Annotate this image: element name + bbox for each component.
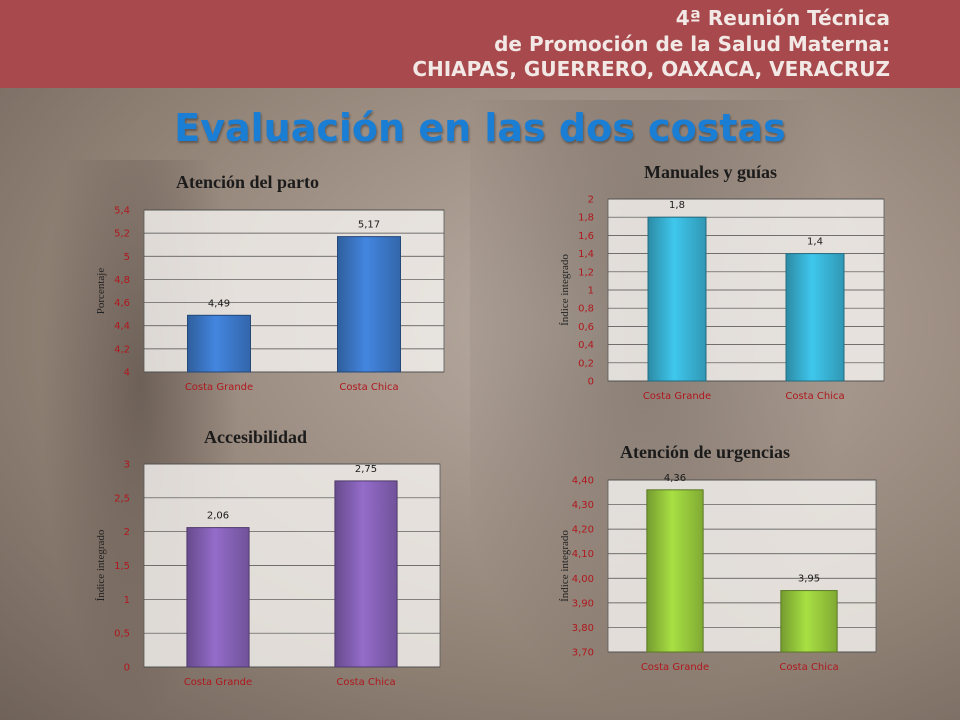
x-category-label: Costa Grande [185,382,253,393]
y-tick-label: 1,6 [578,231,594,242]
y-tick-label: 3,70 [572,648,594,659]
data-label: 4,49 [208,298,230,309]
chart-title-urgencias: Atención de urgencias [620,442,790,462]
bar-costa-chica [334,480,398,668]
x-category-label: Costa Chica [339,382,398,393]
y-tick-label: 4,4 [114,321,130,332]
data-label: 1,8 [669,200,685,211]
chart-title-parto: Atención del parto [176,172,319,192]
y-tick-label: 0,5 [114,629,130,640]
data-label: 5,17 [358,220,380,231]
y-tick-label: 5,2 [114,229,130,240]
header-line-1: 4ª Reunión Técnica [675,6,890,30]
bar-costa-chica [337,236,401,373]
y-tick-label: 3,80 [572,623,594,634]
y-tick-label: 1 [124,595,130,606]
y-tick-label: 4,6 [114,298,130,309]
y-tick-label: 3 [124,460,130,471]
y-tick-label: 2,5 [114,493,130,504]
bar-costa-grande [187,314,251,373]
y-tick-label: 2 [588,195,594,206]
y-axis-label: Índice integrado [559,530,571,602]
y-tick-label: 4,2 [114,344,130,355]
data-label: 1,4 [807,237,823,248]
y-tick-label: 4,10 [572,549,594,560]
y-tick-label: 4,40 [572,476,594,487]
header-line-3: CHIAPAS, GUERRERO, OAXACA, VERACRUZ [412,57,890,81]
bar-costa-chica [785,253,845,382]
header-band: 4ª Reunión Técnica de Promoción de la Sa… [0,0,960,88]
y-tick-label: 1,8 [578,213,594,224]
bar-costa-grande [186,527,250,668]
bar-costa-grande [646,489,704,653]
x-category-label: Costa Grande [184,677,252,688]
y-tick-label: 5 [124,252,130,263]
data-label: 2,75 [355,464,377,475]
y-tick-label: 0 [588,377,594,388]
y-tick-label: 2 [124,527,130,538]
data-label: 3,95 [798,574,820,585]
data-label: 4,36 [664,473,686,484]
y-tick-label: 5,4 [114,206,130,217]
y-tick-label: 3,90 [572,598,594,609]
page-title: Evaluación en las dos costas [174,106,786,150]
y-tick-label: 0,2 [578,358,594,369]
chart-title-manuales: Manuales y guías [644,162,778,182]
x-category-label: Costa Chica [336,677,395,688]
y-tick-label: 0,6 [578,322,594,333]
y-axis-label: Índice integrado [559,254,571,326]
bar-costa-grande [647,216,707,382]
y-tick-label: 1,5 [114,561,130,572]
y-tick-label: 4,20 [572,525,594,536]
data-label: 2,06 [207,511,229,522]
y-tick-label: 0 [124,663,130,674]
header-line-2: de Promoción de la Salud Materna: [494,32,890,56]
y-axis-label: Índice integrado [95,529,107,601]
x-category-label: Costa Grande [641,662,709,673]
y-tick-label: 1,4 [578,249,594,260]
x-category-label: Costa Grande [643,391,711,402]
y-tick-label: 4,8 [114,275,130,286]
x-category-label: Costa Chica [779,662,838,673]
bar-costa-chica [780,590,838,653]
y-tick-label: 1,2 [578,267,594,278]
y-tick-label: 4,00 [572,574,594,585]
x-category-label: Costa Chica [785,391,844,402]
chart-title-accesibilidad: Accesibilidad [204,427,308,447]
y-tick-label: 4 [124,368,130,379]
y-tick-label: 0,4 [578,340,594,351]
y-tick-label: 0,8 [578,304,594,315]
y-axis-label: Porcentaje [95,268,107,315]
y-tick-label: 4,30 [572,500,594,511]
y-tick-label: 1 [588,286,594,297]
